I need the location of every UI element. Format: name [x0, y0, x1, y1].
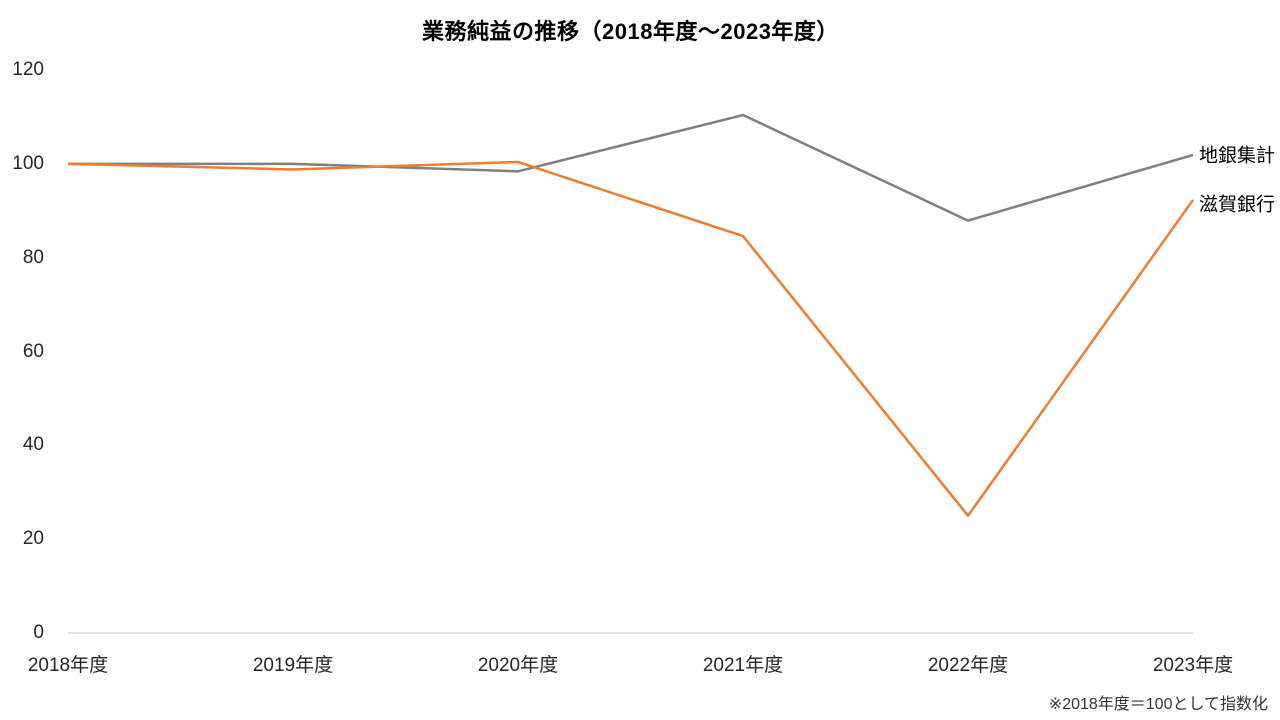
series-line-0 [68, 113, 1194, 222]
chart-footnote: ※2018年度＝100として指数化 [1048, 696, 1268, 713]
series-line-1 [67, 160, 1195, 517]
chart-title: 業務純益の推移（2018年度～2023年度） [422, 19, 839, 44]
